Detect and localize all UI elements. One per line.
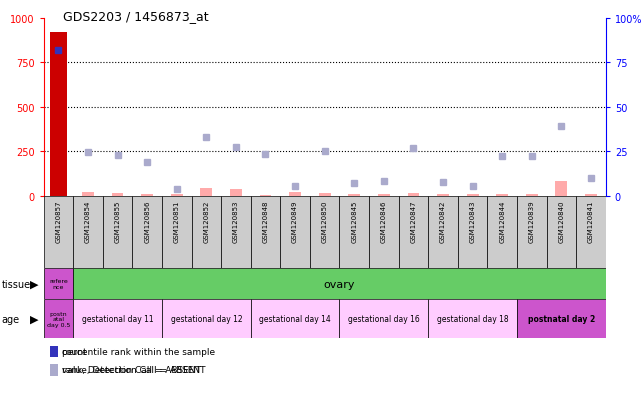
Text: GSM120849: GSM120849: [292, 200, 298, 242]
Bar: [201, 188, 212, 196]
Bar: [49, 33, 67, 196]
Bar: [103, 196, 132, 268]
Text: gestational day 11: gestational day 11: [82, 315, 153, 323]
Bar: [340, 299, 428, 339]
Text: GSM120846: GSM120846: [381, 200, 387, 242]
Bar: [340, 196, 369, 268]
Text: GSM120848: GSM120848: [263, 200, 269, 242]
Bar: [44, 196, 73, 268]
Bar: [576, 196, 606, 268]
Bar: [230, 190, 242, 196]
Bar: [517, 299, 606, 339]
Text: GSM120857: GSM120857: [55, 200, 62, 242]
Bar: [73, 196, 103, 268]
Bar: [378, 194, 390, 196]
Text: gestational day 14: gestational day 14: [259, 315, 331, 323]
Bar: [348, 195, 360, 196]
Text: GDS2203 / 1456873_at: GDS2203 / 1456873_at: [63, 10, 208, 23]
Bar: [171, 195, 183, 196]
Bar: [82, 192, 94, 196]
Text: tissue: tissue: [1, 279, 30, 289]
Text: ▶: ▶: [30, 314, 38, 324]
Text: gestational day 18: gestational day 18: [437, 315, 508, 323]
Bar: [526, 194, 538, 196]
Text: GSM120844: GSM120844: [499, 200, 505, 242]
Bar: [369, 196, 399, 268]
Text: GSM120855: GSM120855: [115, 200, 121, 242]
Text: refere
nce: refere nce: [49, 278, 68, 290]
Text: GSM120856: GSM120856: [144, 200, 150, 242]
Bar: [556, 181, 567, 196]
Text: GSM120851: GSM120851: [174, 200, 179, 242]
Text: GSM120842: GSM120842: [440, 200, 446, 242]
Text: GSM120853: GSM120853: [233, 200, 239, 242]
Bar: [162, 196, 192, 268]
Text: GSM120845: GSM120845: [351, 200, 357, 242]
Text: ovary: ovary: [324, 279, 355, 289]
Text: GSM120854: GSM120854: [85, 200, 91, 242]
Text: ▶: ▶: [30, 279, 38, 289]
Text: postn
atal
day 0.5: postn atal day 0.5: [47, 311, 70, 328]
Bar: [467, 195, 479, 196]
Bar: [112, 193, 124, 196]
Bar: [428, 299, 517, 339]
Bar: [280, 196, 310, 268]
Bar: [399, 196, 428, 268]
Bar: [141, 195, 153, 196]
Bar: [496, 194, 508, 196]
Bar: [458, 196, 487, 268]
Text: gestational day 12: gestational day 12: [171, 315, 242, 323]
Bar: [251, 196, 280, 268]
Text: gestational day 16: gestational day 16: [348, 315, 420, 323]
Text: GSM120850: GSM120850: [322, 200, 328, 242]
Bar: [428, 196, 458, 268]
Bar: [221, 196, 251, 268]
Bar: [437, 194, 449, 196]
Bar: [44, 268, 73, 299]
Text: GSM120841: GSM120841: [588, 200, 594, 242]
Text: GSM120847: GSM120847: [410, 200, 417, 242]
Bar: [73, 299, 162, 339]
Bar: [585, 195, 597, 196]
Bar: [310, 196, 340, 268]
Text: GSM120852: GSM120852: [203, 200, 210, 242]
Text: value, Detection Call = ABSENT: value, Detection Call = ABSENT: [62, 366, 205, 375]
Bar: [408, 194, 419, 196]
Bar: [260, 195, 271, 196]
Text: percentile rank within the sample: percentile rank within the sample: [62, 347, 215, 356]
Bar: [517, 196, 547, 268]
Text: postnatal day 2: postnatal day 2: [528, 315, 595, 323]
Text: age: age: [1, 314, 19, 324]
Bar: [44, 299, 73, 339]
Bar: [192, 196, 221, 268]
Bar: [162, 299, 251, 339]
Text: rank, Detection Call = ABSENT: rank, Detection Call = ABSENT: [62, 366, 201, 375]
Bar: [487, 196, 517, 268]
Text: GSM120840: GSM120840: [558, 200, 564, 242]
Bar: [319, 194, 331, 196]
Text: GSM120839: GSM120839: [529, 200, 535, 242]
Text: count: count: [62, 347, 87, 356]
Bar: [547, 196, 576, 268]
Bar: [132, 196, 162, 268]
Bar: [251, 299, 340, 339]
Text: GSM120843: GSM120843: [470, 200, 476, 242]
Bar: [289, 193, 301, 196]
